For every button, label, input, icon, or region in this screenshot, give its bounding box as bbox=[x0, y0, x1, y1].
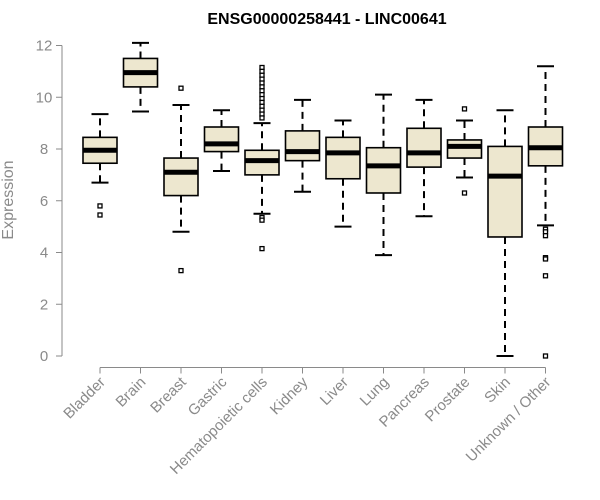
x-tick-label: Skin bbox=[481, 374, 514, 407]
x-tick-label: Breast bbox=[147, 373, 190, 416]
x-tick-label: Bladder bbox=[60, 374, 109, 423]
y-tick-label: 4 bbox=[40, 245, 48, 262]
chart-title: ENSG00000258441 - LINC00641 bbox=[207, 11, 446, 28]
outlier-point bbox=[178, 85, 184, 91]
box-breast bbox=[163, 85, 199, 274]
outlier-point bbox=[542, 256, 549, 262]
box-hematopoietic-cells bbox=[244, 64, 280, 252]
box-skin bbox=[487, 109, 523, 357]
outlier-point bbox=[97, 203, 103, 209]
box-prostate bbox=[446, 106, 483, 196]
box-iqr bbox=[446, 139, 483, 159]
outlier-point bbox=[259, 115, 265, 121]
y-axis-label: Expression bbox=[0, 160, 17, 239]
x-tick-label: Liver bbox=[317, 374, 352, 409]
box-unknown-other bbox=[527, 65, 564, 359]
outlier-point bbox=[259, 245, 265, 252]
box-iqr bbox=[325, 136, 361, 180]
box-brain bbox=[122, 41, 159, 113]
outlier-point bbox=[461, 190, 468, 196]
outlier-point bbox=[542, 233, 549, 239]
y-tick-label: 10 bbox=[36, 89, 53, 106]
box-iqr bbox=[284, 130, 321, 162]
outlier-point bbox=[542, 273, 549, 279]
box-kidney bbox=[284, 98, 321, 193]
boxes-group bbox=[82, 41, 564, 359]
box-iqr bbox=[406, 127, 442, 168]
y-tick-label: 2 bbox=[40, 296, 48, 313]
y-tick-label: 8 bbox=[40, 141, 48, 158]
box-bladder bbox=[82, 113, 118, 218]
x-tick-label: Prostate bbox=[422, 374, 474, 426]
y-tick-label: 12 bbox=[36, 38, 53, 55]
y-tick-label: 0 bbox=[40, 348, 48, 365]
box-iqr bbox=[163, 157, 199, 197]
x-tick-label: Brain bbox=[113, 374, 150, 411]
outlier-point bbox=[178, 267, 184, 274]
box-iqr bbox=[365, 146, 402, 194]
box-iqr bbox=[203, 126, 240, 153]
box-gastric bbox=[203, 109, 240, 172]
x-tick-label: Kidney bbox=[267, 373, 312, 418]
outlier-point bbox=[97, 212, 103, 218]
box-liver bbox=[325, 119, 361, 228]
box-iqr bbox=[487, 145, 523, 238]
x-tick-label: Lung bbox=[357, 374, 393, 410]
y-axis: 0 2 4 6 8 10 12 bbox=[36, 38, 63, 365]
box-pancreas bbox=[406, 98, 442, 218]
outlier-point bbox=[461, 106, 468, 112]
y-tick-label: 6 bbox=[40, 193, 48, 210]
outlier-point bbox=[542, 353, 549, 359]
box-lung bbox=[365, 93, 402, 257]
outlier-point bbox=[259, 217, 265, 223]
